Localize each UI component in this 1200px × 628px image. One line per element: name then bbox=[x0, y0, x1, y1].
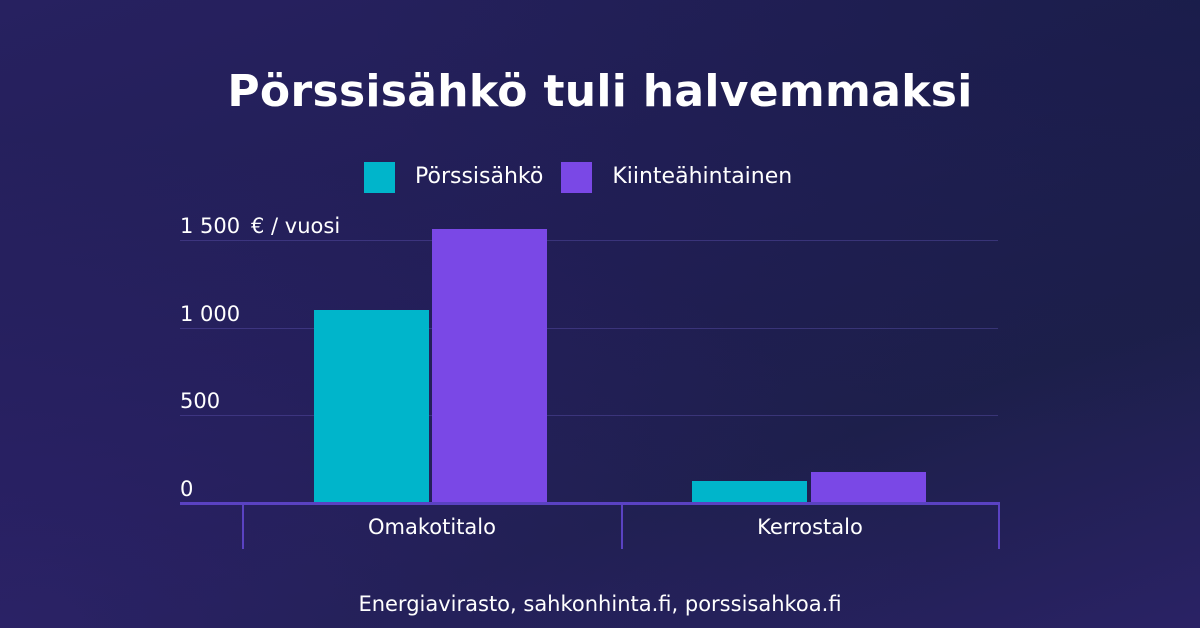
gridline-500 bbox=[180, 415, 998, 416]
legend-item-porssisahko: Pörssisähkö bbox=[364, 160, 543, 194]
legend: Pörssisähkö Kiinteähintainen bbox=[364, 160, 810, 194]
y-tick-1000: 1 000 bbox=[180, 302, 241, 326]
x-axis-line bbox=[180, 502, 1000, 505]
x-axis-tick bbox=[242, 505, 244, 549]
x-category-omakotitalo: Omakotitalo bbox=[368, 515, 496, 539]
y-tick-500: 500 bbox=[180, 389, 221, 413]
x-axis-tick bbox=[998, 505, 1000, 549]
y-tick-0: 0 bbox=[180, 477, 194, 501]
gridline-1000 bbox=[180, 328, 998, 329]
legend-swatch-cyan bbox=[364, 161, 395, 193]
chart-title: Pörssisähkö tuli halvemmaksi bbox=[227, 66, 973, 117]
x-category-kerrostalo: Kerrostalo bbox=[757, 515, 863, 539]
bar-omakotitalo-kiinteahintainen bbox=[432, 229, 547, 503]
legend-label: Pörssisähkö bbox=[415, 164, 544, 189]
y-axis-unit: € / vuosi bbox=[251, 214, 341, 238]
bar-kerrostalo-kiinteahintainen bbox=[811, 472, 926, 503]
bar-omakotitalo-porssisahko bbox=[314, 310, 429, 503]
y-tick-1500: 1 500 bbox=[180, 214, 241, 238]
legend-swatch-purple bbox=[561, 161, 593, 193]
gridline-1500 bbox=[180, 240, 998, 241]
x-axis-tick bbox=[621, 505, 623, 549]
legend-item-kiinteahintainen: Kiinteähintainen bbox=[561, 160, 792, 194]
source-note: Energiavirasto, sahkonhinta.fi, porssisa… bbox=[358, 592, 842, 616]
bar-kerrostalo-porssisahko bbox=[692, 481, 807, 503]
legend-label: Kiinteähintainen bbox=[612, 164, 793, 189]
